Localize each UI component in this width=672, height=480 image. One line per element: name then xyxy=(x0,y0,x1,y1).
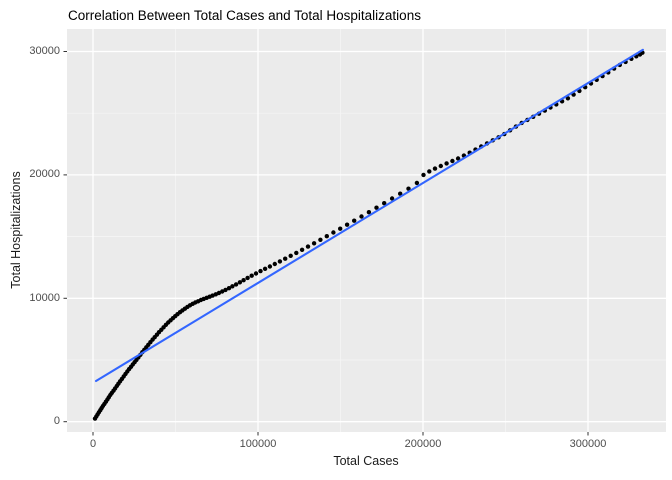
scatter-point xyxy=(237,280,243,285)
scatter-point xyxy=(267,264,273,269)
scatter-point xyxy=(338,226,343,231)
scatter-point xyxy=(427,169,432,174)
scatter-point xyxy=(253,271,259,276)
gridlines-major xyxy=(67,29,666,432)
scatter-point xyxy=(406,186,411,191)
x-tick-label: 300000 xyxy=(569,438,607,450)
scatter-point xyxy=(455,156,461,161)
scatter-point xyxy=(216,290,222,296)
scatter-point xyxy=(414,180,420,186)
scatter-point xyxy=(233,282,239,287)
scatter-point xyxy=(344,222,350,227)
x-tick-label: 0 xyxy=(89,438,97,450)
x-axis-title: Total Cases xyxy=(333,454,399,468)
scatter-point xyxy=(421,172,426,178)
scatter-point xyxy=(382,201,387,206)
scatter-point xyxy=(249,273,254,278)
scatter-point xyxy=(226,286,232,291)
scatter-point xyxy=(223,287,228,293)
plot-title: Correlation Between Total Cases and Tota… xyxy=(68,8,421,23)
y-tick-label: 30000 xyxy=(29,44,60,57)
scatter-point xyxy=(366,210,372,215)
scatter-point xyxy=(241,278,246,283)
trend-line xyxy=(94,48,644,383)
scatter-point xyxy=(432,166,438,171)
scatter-point xyxy=(450,158,455,164)
y-tick-label: 20000 xyxy=(29,168,60,181)
x-tick-label: 100000 xyxy=(239,438,277,450)
scatter-point xyxy=(389,196,395,201)
scatter-point xyxy=(305,244,311,249)
scatter-point xyxy=(311,241,317,246)
scatter-point xyxy=(438,163,443,169)
scatter-point xyxy=(324,234,329,239)
scatter-point xyxy=(245,275,250,281)
y-tick-label: 0 xyxy=(53,415,60,428)
scatter-point xyxy=(359,214,364,219)
x-tick-label: 200000 xyxy=(404,438,442,450)
scatter-point xyxy=(294,250,299,256)
scatter-point xyxy=(272,261,277,267)
scatter-point xyxy=(283,256,288,261)
y-axis-title: Total Hospitalizations xyxy=(9,171,23,289)
y-tick-label: 10000 xyxy=(29,291,60,304)
scatter-point xyxy=(444,161,449,166)
scatter-point xyxy=(262,266,268,271)
scatter-point xyxy=(398,191,403,196)
scatter-point xyxy=(374,205,379,210)
scatter-point xyxy=(318,237,323,242)
scatter-point xyxy=(565,96,571,101)
scatter-point xyxy=(277,259,283,264)
scatter-point xyxy=(258,268,263,274)
scatter-point xyxy=(352,218,357,223)
scatter-point xyxy=(220,289,225,294)
scatter-point xyxy=(288,253,293,258)
scatter-point xyxy=(331,230,336,235)
axis-tick-marks xyxy=(63,50,589,436)
scatter-point xyxy=(299,247,305,252)
scatter-point xyxy=(230,284,235,289)
